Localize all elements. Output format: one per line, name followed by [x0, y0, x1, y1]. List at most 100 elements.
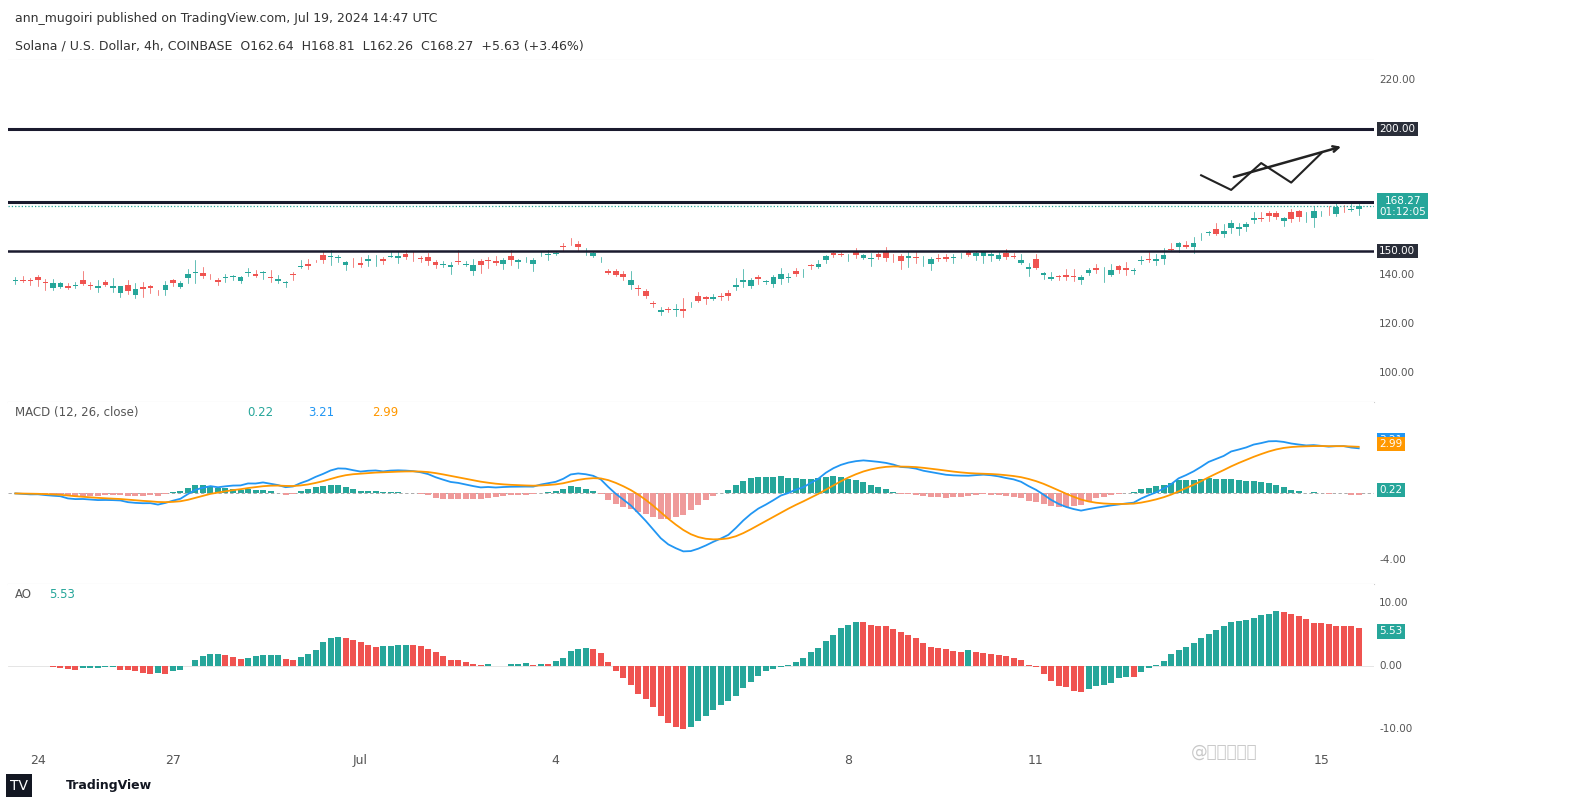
Bar [523, 663, 529, 666]
Text: 3.21: 3.21 [1380, 435, 1402, 446]
Bar [140, 287, 146, 289]
Bar [1289, 490, 1294, 494]
Bar [1168, 483, 1174, 494]
Bar [696, 297, 702, 301]
Bar [440, 264, 446, 266]
Bar [80, 280, 86, 283]
Bar [170, 666, 176, 671]
Bar [606, 270, 611, 273]
Bar [215, 488, 221, 494]
Bar [560, 246, 567, 247]
Bar [155, 494, 162, 496]
Bar [1093, 268, 1099, 270]
Bar [177, 666, 184, 670]
Bar [815, 264, 821, 267]
Bar [396, 492, 400, 494]
Bar [342, 638, 349, 666]
Bar [1055, 494, 1061, 507]
Bar [88, 666, 93, 668]
Bar [1093, 666, 1099, 686]
Bar [890, 629, 896, 666]
Bar [1168, 654, 1174, 666]
Bar [207, 274, 214, 275]
Bar [1228, 223, 1234, 227]
Bar [350, 490, 356, 494]
Bar [809, 653, 813, 666]
Bar [102, 666, 108, 667]
Bar [366, 645, 371, 666]
Bar [650, 494, 656, 517]
Bar [1243, 223, 1250, 227]
Bar [1108, 494, 1115, 495]
Text: 100.00: 100.00 [1380, 368, 1415, 378]
Bar [425, 494, 432, 495]
Bar [815, 648, 821, 666]
Text: ann_mugoiri published on TradingView.com, Jul 19, 2024 14:47 UTC: ann_mugoiri published on TradingView.com… [14, 12, 436, 25]
Bar [1071, 494, 1077, 506]
Bar [658, 494, 664, 519]
Bar [193, 272, 198, 273]
Bar [396, 646, 400, 666]
Bar [1333, 626, 1339, 666]
Bar [680, 666, 686, 729]
Bar [1258, 615, 1264, 666]
Bar [777, 476, 783, 494]
Bar [140, 666, 146, 673]
Bar [733, 286, 738, 287]
Bar [507, 664, 513, 666]
Bar [320, 486, 327, 494]
Text: 168.27
01:12:05: 168.27 01:12:05 [1380, 195, 1426, 217]
Bar [305, 264, 311, 266]
Bar [102, 494, 108, 495]
Bar [928, 646, 934, 666]
Bar [628, 666, 634, 686]
Bar [305, 490, 311, 494]
Bar [267, 655, 273, 666]
Bar [755, 477, 761, 494]
Bar [447, 660, 454, 666]
Bar [860, 622, 867, 666]
Bar [868, 485, 874, 494]
Bar [860, 482, 867, 494]
Bar [785, 478, 791, 494]
Bar [1116, 666, 1121, 678]
Bar [809, 478, 813, 494]
Bar [1325, 624, 1331, 666]
Bar [380, 259, 386, 262]
Bar [779, 274, 783, 279]
Bar [1079, 277, 1083, 280]
Bar [425, 258, 432, 261]
Bar [1236, 226, 1242, 229]
Bar [402, 645, 408, 666]
Bar [1214, 229, 1218, 234]
Bar [118, 494, 124, 495]
Bar [1303, 493, 1309, 494]
Bar [1295, 491, 1302, 494]
Bar [860, 255, 867, 258]
Bar [988, 654, 994, 666]
Bar [493, 261, 499, 262]
Bar [674, 494, 678, 517]
Bar [13, 280, 19, 281]
Bar [1236, 621, 1242, 666]
Bar [1228, 478, 1234, 494]
Bar [515, 494, 521, 495]
Text: 220.00: 220.00 [1380, 75, 1416, 85]
Bar [582, 251, 589, 252]
Text: AO: AO [14, 588, 31, 601]
Bar [1333, 207, 1339, 214]
Bar [936, 494, 942, 497]
Bar [590, 649, 597, 666]
Bar [334, 485, 341, 494]
Text: -4.00: -4.00 [1380, 554, 1407, 565]
Bar [1146, 487, 1152, 494]
Bar [1214, 630, 1220, 666]
Bar [1085, 666, 1091, 690]
Bar [110, 286, 116, 288]
Bar [868, 625, 874, 666]
Bar [966, 494, 972, 496]
Bar [1243, 620, 1250, 666]
Bar [193, 660, 198, 666]
Bar [507, 494, 513, 495]
Bar [223, 654, 229, 666]
